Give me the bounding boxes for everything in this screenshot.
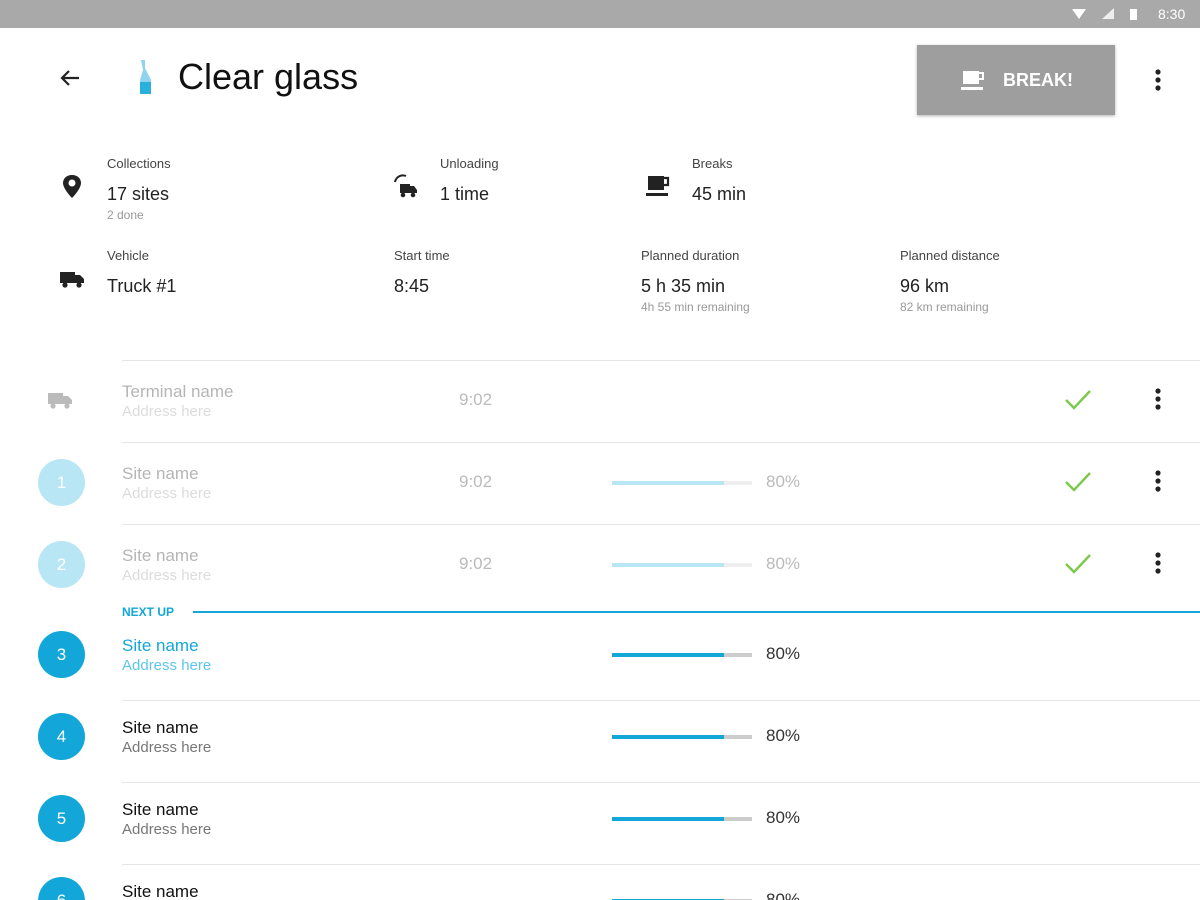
stop-name: Site name <box>122 546 199 565</box>
progress-bar <box>612 563 724 567</box>
progress-label: 80% <box>766 726 801 745</box>
done-check <box>1065 554 1091 574</box>
divider <box>122 360 1200 361</box>
next-up-line <box>193 611 1200 613</box>
progress-track <box>612 817 752 821</box>
menu-button[interactable] <box>1150 68 1166 94</box>
divider <box>122 864 1200 865</box>
summary-value: 45 min <box>692 184 747 204</box>
done-check <box>1065 390 1091 410</box>
stop-menu[interactable] <box>1150 469 1166 495</box>
status-bar: 8:30 <box>0 0 1200 28</box>
stop-number: 5 <box>38 795 85 842</box>
next-up-label: NEXT UP <box>122 605 175 619</box>
progress-track <box>612 481 752 485</box>
stop-name: Site name <box>122 636 199 655</box>
summary-label: Collections <box>107 156 171 171</box>
stop-number: 2 <box>38 541 85 588</box>
divider <box>122 782 1200 783</box>
title: Clear glass <box>178 56 359 97</box>
truck-icon <box>60 272 84 288</box>
divider <box>122 700 1200 701</box>
progress-label: 80% <box>766 808 801 827</box>
stop-number: 1 <box>38 459 85 506</box>
progress-bar <box>612 735 724 739</box>
stop-name: Site name <box>122 718 199 737</box>
summary-note: 4h 55 min remaining <box>641 300 750 314</box>
cup-icon <box>646 176 670 196</box>
summary-value: 96 km <box>900 276 950 296</box>
stop-menu[interactable] <box>1150 387 1166 413</box>
stop-time: 9:02 <box>459 390 493 409</box>
progress-label: 80% <box>766 644 801 663</box>
progress-bar <box>612 481 724 485</box>
progress-bar <box>612 817 724 821</box>
progress-track <box>612 653 752 657</box>
break-label: BREAK! <box>1003 70 1073 90</box>
summary-note: 2 done <box>107 208 144 222</box>
summary-value: 8:45 <box>394 276 430 296</box>
back-button[interactable] <box>58 66 82 90</box>
divider <box>122 442 1200 443</box>
summary-value: Truck #1 <box>107 276 177 296</box>
stop-time: 9:02 <box>459 554 493 573</box>
truck-icon <box>48 393 72 409</box>
stop-number: 4 <box>38 713 85 760</box>
summary-label: Start time <box>394 248 450 263</box>
divider <box>122 524 1200 525</box>
stop-menu[interactable] <box>1150 551 1166 577</box>
progress-label: 80% <box>766 554 801 573</box>
stop-address: Address here <box>122 739 212 756</box>
stop-address: Address here <box>122 567 212 584</box>
stop-address: Address here <box>122 821 212 838</box>
status-time: 8:30 <box>1158 6 1186 22</box>
summary-label: Breaks <box>692 156 733 171</box>
progress-label: 80% <box>766 472 801 491</box>
cup-icon <box>961 71 984 90</box>
stop-name: Site name <box>122 882 199 900</box>
summary-label: Planned distance <box>900 248 1000 263</box>
stop-name: Site name <box>122 464 199 483</box>
summary-value: 5 h 35 min <box>641 276 726 296</box>
stop-address: Address here <box>122 657 212 674</box>
break-button[interactable]: BREAK! <box>917 45 1115 115</box>
glass-icon <box>140 60 151 94</box>
progress-bar <box>612 653 724 657</box>
unload-icon <box>394 174 417 198</box>
summary-label: Vehicle <box>107 248 149 263</box>
stop-time: 9:02 <box>459 472 493 491</box>
summary-value: 1 time <box>440 184 490 204</box>
stop-name: Site name <box>122 800 199 819</box>
stop-address: Address here <box>122 485 212 502</box>
stop-name: Terminal name <box>122 382 234 401</box>
progress-track <box>612 563 752 567</box>
status-icons <box>1072 8 1137 20</box>
progress-track <box>612 735 752 739</box>
done-check <box>1065 472 1091 492</box>
summary-label: Unloading <box>440 156 499 171</box>
stop-number: 6 <box>38 877 85 900</box>
summary-note: 82 km remaining <box>900 300 989 314</box>
pin-icon <box>63 175 81 198</box>
summary-value: 17 sites <box>107 184 170 204</box>
stop-number: 3 <box>38 631 85 678</box>
progress-label: 80% <box>766 890 801 900</box>
stop-address: Address here <box>122 403 212 420</box>
summary-label: Planned duration <box>641 248 740 263</box>
